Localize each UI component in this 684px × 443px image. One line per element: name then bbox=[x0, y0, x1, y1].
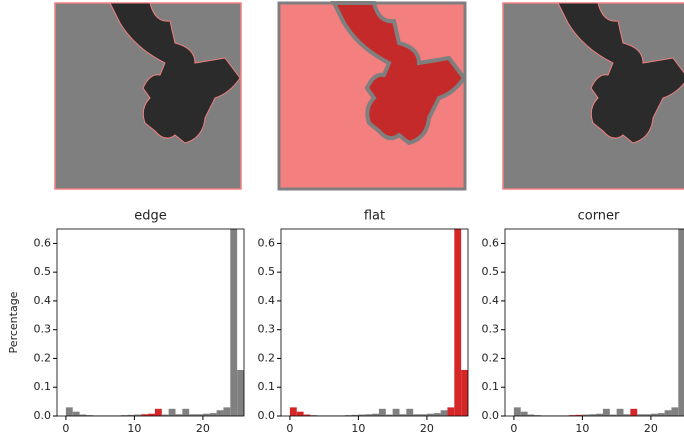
y-tick-label: 0.6 bbox=[258, 236, 276, 249]
y-tick-label: 0.5 bbox=[482, 265, 500, 278]
axes-frame bbox=[57, 229, 244, 416]
x-tick-label: 10 bbox=[575, 422, 589, 435]
x-tick-label: 20 bbox=[196, 422, 210, 435]
bar bbox=[406, 409, 413, 416]
y-tick-label: 0.1 bbox=[34, 380, 52, 393]
x-tick-label: 0 bbox=[286, 422, 293, 435]
bar bbox=[521, 412, 528, 416]
x-tick-label: 0 bbox=[62, 422, 69, 435]
x-tick-label: 20 bbox=[420, 422, 434, 435]
bar bbox=[678, 220, 684, 416]
bar bbox=[603, 409, 610, 416]
plot-area bbox=[514, 220, 684, 416]
bar bbox=[223, 407, 230, 416]
bar bbox=[441, 410, 448, 416]
x-tick-label: 10 bbox=[351, 422, 365, 435]
bar bbox=[230, 220, 237, 416]
axes-title: flat bbox=[364, 209, 385, 224]
axes-title: corner bbox=[578, 209, 620, 224]
y-tick-label: 0.0 bbox=[482, 409, 500, 422]
bar bbox=[447, 407, 454, 416]
bar bbox=[393, 409, 400, 416]
bar bbox=[671, 407, 678, 416]
plot-area bbox=[66, 220, 244, 416]
y-tick-label: 0.2 bbox=[34, 351, 52, 364]
bar bbox=[461, 370, 468, 416]
bar bbox=[182, 409, 189, 416]
axes-frame bbox=[505, 229, 684, 416]
bar bbox=[379, 409, 386, 416]
axes-frame bbox=[281, 229, 468, 416]
bar bbox=[658, 413, 665, 416]
bar bbox=[169, 409, 176, 416]
bar bbox=[454, 220, 461, 416]
y-tick-label: 0.5 bbox=[34, 265, 52, 278]
y-tick-label: 0.2 bbox=[258, 351, 276, 364]
bar bbox=[665, 410, 672, 416]
bar bbox=[210, 413, 217, 416]
y-tick-label: 0.4 bbox=[34, 294, 52, 307]
bar bbox=[434, 413, 441, 416]
y-tick-label: 0.6 bbox=[482, 236, 500, 249]
x-tick-label: 0 bbox=[510, 422, 517, 435]
image-corner bbox=[503, 3, 684, 189]
image-flat bbox=[279, 3, 465, 189]
y-tick-label: 0.1 bbox=[258, 380, 276, 393]
y-tick-label: 0.0 bbox=[258, 409, 276, 422]
bar bbox=[73, 412, 80, 416]
bar bbox=[514, 407, 521, 416]
y-tick-label: 0.4 bbox=[482, 294, 500, 307]
figure: 0.0 0.1 0.2 0.3 0.4 0.5 0.6 0 10 20 edge Percentage… bbox=[0, 0, 684, 443]
y-tick-label: 0.6 bbox=[34, 236, 52, 249]
y-axis-label: Percentage bbox=[7, 291, 20, 353]
bar bbox=[217, 410, 224, 416]
y-tick-label: 0.0 bbox=[34, 409, 52, 422]
image-edge bbox=[55, 3, 241, 189]
bar bbox=[617, 409, 624, 416]
bar bbox=[290, 407, 297, 416]
y-tick-label: 0.4 bbox=[258, 294, 276, 307]
bar bbox=[155, 409, 162, 416]
y-tick-label: 0.3 bbox=[258, 323, 276, 336]
bar bbox=[66, 407, 73, 416]
bar bbox=[630, 409, 637, 416]
plot-area bbox=[290, 220, 468, 416]
y-tick-label: 0.3 bbox=[482, 323, 500, 336]
bar bbox=[297, 412, 304, 416]
axes-title: edge bbox=[134, 209, 167, 224]
y-tick-label: 0.5 bbox=[258, 265, 276, 278]
bar bbox=[237, 370, 244, 416]
x-tick-label: 10 bbox=[127, 422, 141, 435]
y-tick-label: 0.3 bbox=[34, 323, 52, 336]
x-tick-label: 20 bbox=[644, 422, 658, 435]
y-tick-label: 0.1 bbox=[482, 380, 500, 393]
y-tick-label: 0.2 bbox=[482, 351, 500, 364]
